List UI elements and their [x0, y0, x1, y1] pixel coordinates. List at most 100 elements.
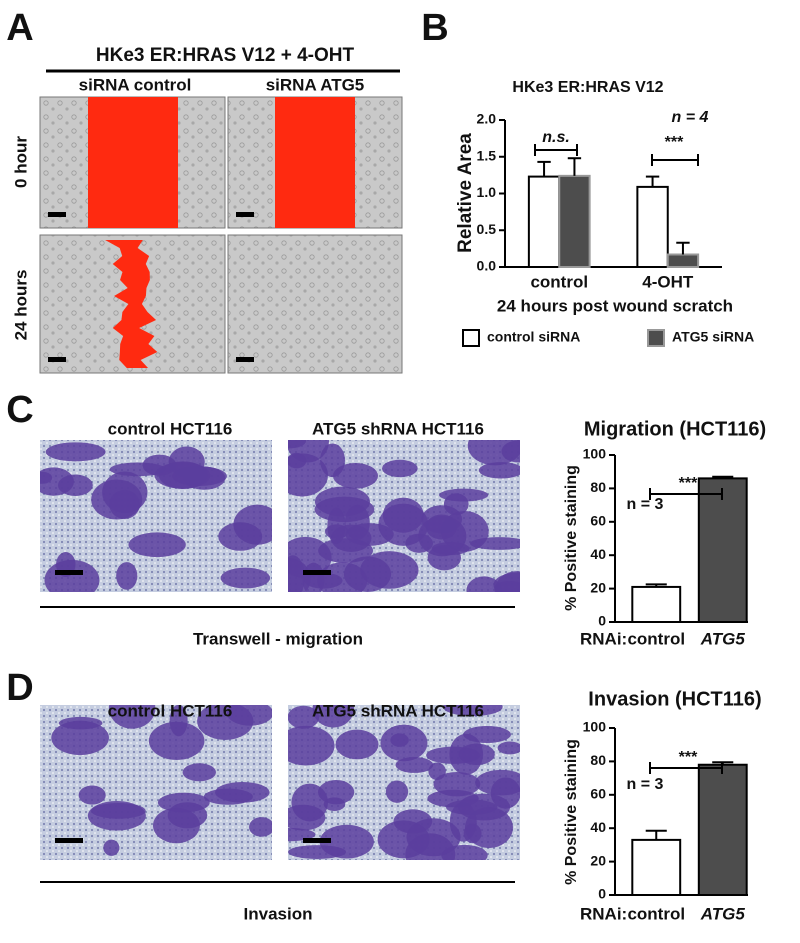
x-tick-label: control [627, 629, 685, 648]
x-tick-label: 4-OHT [642, 272, 694, 291]
annotation: n = 4 [672, 109, 709, 126]
micrograph [40, 705, 272, 860]
cell-cluster [249, 817, 272, 837]
cell-cluster [418, 516, 467, 557]
bar [527, 175, 561, 268]
annotation: *** [665, 134, 684, 151]
panel-letter: B [421, 7, 448, 49]
cell-cluster [314, 496, 375, 523]
y-tick-label: 20 [590, 579, 606, 595]
y-tick-label: 60 [590, 786, 606, 802]
bar [697, 477, 748, 623]
cell-cluster [40, 467, 74, 496]
cell-cluster [343, 556, 392, 592]
cell-cluster [172, 466, 227, 486]
row-label: 24 hours [11, 270, 30, 341]
x-tick-label: ATG5 [700, 904, 746, 923]
cell-cluster [466, 576, 502, 592]
panel-letter: D [6, 667, 33, 709]
scale-bar [303, 570, 331, 575]
legend-label: control siRNA [487, 329, 580, 345]
annotation: *** [679, 475, 698, 492]
cell-cluster [226, 705, 272, 726]
column-label: ATG5 shRNA HCT116 [312, 419, 484, 438]
bar [636, 185, 669, 268]
cell-cluster [288, 725, 335, 766]
legend-swatch [462, 329, 480, 347]
scale-bar [55, 838, 83, 843]
bar [666, 253, 700, 269]
cell-cluster [426, 746, 481, 764]
cell-cluster [288, 453, 328, 497]
x-tick-label: ATG5 [700, 629, 746, 648]
panel-letter: A [6, 7, 33, 49]
cell-cluster [58, 716, 103, 730]
scale-bar [236, 212, 254, 217]
micrograph [40, 440, 272, 592]
cell-cluster [220, 567, 271, 589]
cell-cluster [218, 522, 263, 551]
x-axis-label: 24 hours post wound scratch [497, 296, 733, 315]
cell-cluster [169, 705, 188, 737]
y-axis-label: % Positive staining [563, 465, 580, 611]
caption: Transwell - migration [193, 629, 363, 648]
caption: Invasion [244, 904, 313, 923]
wound-area [88, 97, 178, 228]
cell-cluster [501, 440, 520, 463]
cell-cluster [385, 780, 409, 803]
annotation: n = 3 [627, 776, 664, 793]
cell-cluster [382, 459, 418, 478]
annotation: n.s. [542, 129, 570, 146]
cell-cluster [312, 705, 355, 728]
y-axis-label: Relative Area [455, 133, 476, 253]
cell-cluster [153, 807, 200, 844]
chart-title: Migration (HCT116) [584, 418, 766, 440]
cell-cluster [288, 440, 307, 449]
micrograph [288, 705, 520, 860]
x-tick-label: control [530, 272, 588, 291]
x-tick-label: control [627, 904, 685, 923]
wound-area [105, 240, 158, 368]
cell-cluster [393, 809, 433, 834]
cell-cluster [148, 721, 205, 761]
chart-title: HKe3 ER:HRAS V12 [512, 79, 663, 96]
cell-cluster [288, 536, 332, 579]
stained-cells [288, 705, 520, 860]
cell-cluster [319, 824, 374, 859]
cell-cluster [78, 785, 106, 805]
scale-bar [236, 357, 254, 362]
panel-title: HKe3 ER:HRAS V12 + 4-OHT [96, 45, 355, 66]
column-label: ATG5 shRNA HCT116 [312, 701, 484, 720]
y-tick-label: 80 [590, 479, 606, 495]
wound-area [275, 97, 355, 228]
bar [558, 174, 591, 268]
column-label: siRNA control [79, 75, 192, 94]
y-tick-label: 60 [590, 513, 606, 529]
y-tick-label: 100 [583, 719, 607, 735]
stained-cells [288, 440, 520, 592]
cell-cluster [478, 462, 520, 479]
cell-cluster [335, 729, 379, 760]
cell-cluster [380, 724, 428, 762]
cell-cluster [203, 788, 253, 805]
cell-cluster [103, 839, 120, 856]
y-tick-label: 100 [583, 446, 607, 462]
bar [631, 838, 682, 897]
y-tick-label: 80 [590, 752, 606, 768]
cell-cluster [318, 780, 355, 805]
cell-cluster [494, 580, 520, 592]
panel-images [39, 96, 520, 860]
y-tick-label: 0 [598, 613, 606, 629]
cell-cluster [332, 462, 379, 489]
bar [631, 585, 682, 623]
row-label: 0 hour [11, 136, 30, 188]
scale-bar [48, 212, 66, 217]
chart-title: Invasion (HCT116) [588, 688, 761, 710]
cell-cluster [428, 762, 446, 781]
micrograph [227, 234, 403, 374]
column-label: control HCT116 [108, 419, 233, 438]
y-tick-label: 0.5 [477, 221, 497, 237]
cell-cluster [182, 763, 216, 782]
legend-label: ATG5 siRNA [672, 329, 754, 345]
